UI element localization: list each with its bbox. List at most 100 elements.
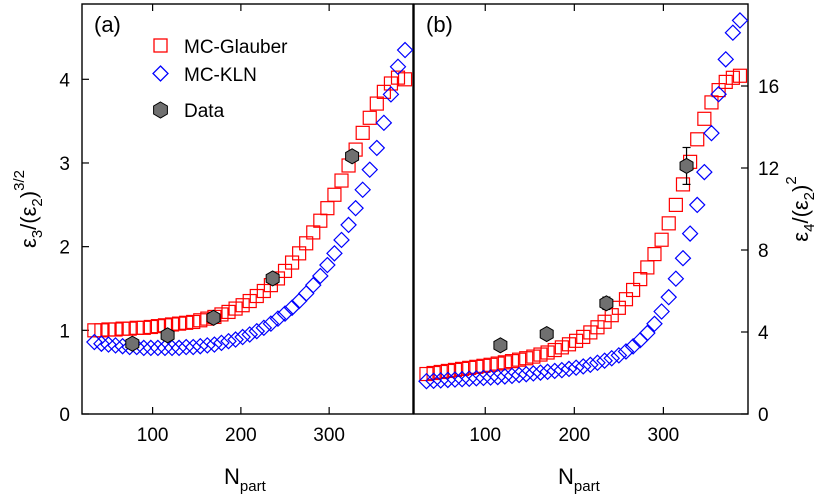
panel-b-mc-kln-point: [646, 315, 663, 333]
panel-a-xlabel-sub: part: [240, 478, 267, 495]
panel-b-mc-glauber-point: [483, 357, 498, 372]
panel-a-mc-kln-point: [86, 333, 103, 351]
panel-b-mc-glauber-point: [462, 360, 477, 375]
panel-b-mc-glauber-point: [732, 68, 748, 83]
panel-b-mc-glauber-point: [697, 111, 712, 126]
panel-b-ytick-label: 16: [758, 77, 779, 98]
panel-b-mc-glauber-point: [576, 329, 591, 345]
panel-a-mc-kln-point: [156, 339, 174, 357]
legend-marker-mc-glauber: [153, 38, 168, 53]
panel-b-mc-kln-point: [660, 288, 678, 306]
panel-b-data-point: [599, 295, 614, 312]
panel-b-mc-glauber-point: [440, 363, 455, 379]
panel-b-mc-kln-point: [460, 370, 478, 388]
panel-b-mc-kln-point: [446, 371, 464, 388]
panel-a-mc-glauber-point: [334, 173, 349, 188]
panel-a-mc-kln-point: [234, 328, 251, 346]
panel-b-mc-kln-point: [688, 196, 706, 214]
panel-b-mc-kln-point: [667, 270, 685, 288]
panel-a-marks: [86, 41, 414, 357]
panel-a-mc-kln-point: [198, 337, 216, 354]
panel-a-label: (a): [94, 12, 121, 37]
panel-a-mc-kln-point: [319, 256, 336, 274]
panel-a-ylabel: ε3/(ε2)3/2: [11, 170, 46, 248]
panel-b-mc-kln-point: [596, 352, 613, 370]
panel-a-xtick-label: 200: [225, 425, 257, 446]
panel-a-ytick-label: 3: [59, 154, 70, 175]
panel-b-mc-kln-point: [510, 366, 528, 384]
panel-a-mc-kln-point: [213, 334, 230, 352]
panel-b-mc-kln-point: [539, 363, 556, 381]
panel-b-mc-kln-point: [503, 367, 521, 385]
panel-b-mc-glauber-point: [490, 356, 505, 371]
panel-b-mc-kln-point: [425, 372, 442, 390]
panel-a-mc-kln-point: [375, 114, 393, 132]
panel-b-ylabel: ε4/(ε2)2: [783, 176, 818, 241]
panel-b-mc-glauber-point: [633, 272, 648, 287]
panel-b-mc-glauber-point: [647, 247, 662, 262]
panel-a-xlabel: Npart: [224, 464, 267, 495]
panel-a-mc-kln-point: [163, 339, 181, 357]
panel-b-frame: [413, 3, 749, 415]
panel-b-mc-kln-point: [418, 372, 435, 390]
legend-label-mc-glauber: MC-Glauber: [184, 37, 288, 58]
panel-b-mc-kln-point: [681, 225, 699, 242]
panel-a-mc-kln-point: [311, 267, 329, 285]
panel-b-mc-glauber-point: [718, 74, 733, 90]
panel-a-mc-kln-point: [340, 216, 357, 234]
panel-b-ylabel-p3: 2: [801, 192, 818, 200]
legend: MC-Glauber MC-KLN Data: [152, 37, 288, 122]
panel-a-mc-kln-point: [262, 315, 280, 332]
panel-b-mc-kln-point: [603, 349, 621, 367]
panel-a-ylabel-p4: ): [16, 191, 41, 198]
panel-b-mc-kln-point: [532, 364, 549, 381]
panel-a-mc-kln-point: [149, 339, 167, 357]
panel-b-mc-glauber-point: [526, 349, 541, 364]
panel-a-ytick-label: 2: [59, 238, 70, 259]
panel-a-mc-kln-point: [382, 86, 400, 103]
panel-a-mc-kln-point: [255, 319, 273, 337]
panel-b-mc-glauber-point: [554, 340, 569, 355]
panel-b-mc-glauber-point: [519, 351, 534, 366]
panel-a-mc-kln-point: [361, 161, 379, 179]
panel-b-xlabel: Npart: [558, 464, 601, 495]
panel-a-mc-kln-point: [396, 41, 414, 59]
panel-b-xtick-label: 300: [648, 425, 680, 446]
panel-a-data-point: [160, 327, 175, 344]
panel-b-xtick-label: 100: [469, 425, 501, 446]
panel-b-mc-glauber-point: [454, 361, 470, 376]
panel-a-xtick-label: 100: [137, 425, 169, 446]
panel-a-mc-kln-point: [283, 299, 301, 317]
panel-a-mc-kln-point: [220, 332, 237, 350]
panel-b-mc-kln-point: [674, 249, 692, 267]
legend-marker-mc-kln: [152, 65, 169, 82]
panel-b-mc-glauber-point: [511, 352, 527, 367]
panel-a-mc-kln-point: [333, 231, 350, 249]
panel-a-mc-glauber-point: [362, 110, 377, 125]
panel-a-ticks: 100 200 300 0 1 2 3 4: [59, 4, 345, 446]
panel-b-mc-kln-point: [525, 365, 542, 382]
panel-b-mc-kln-point: [724, 24, 742, 42]
panel-b-mc-glauber-point: [704, 95, 719, 110]
legend-marker-data: [153, 101, 168, 119]
panel-b-mc-kln-point: [582, 356, 599, 374]
panel-a-mc-kln-point: [93, 335, 110, 353]
panel-b-ylabel-p5: 2: [783, 176, 800, 184]
panel-a-mc-kln-point: [297, 285, 315, 302]
panel-b-mc-kln-point: [717, 51, 735, 68]
panel-a-data-point: [125, 335, 140, 352]
panel-b-ytick-label: 12: [758, 159, 779, 180]
panel-b-label: (b): [426, 12, 453, 37]
panel-b-mc-kln-point: [482, 369, 499, 386]
panel-b-xlabel-sub: part: [574, 478, 601, 495]
panel-a-data-point: [265, 270, 280, 287]
panel-a-data-point: [345, 148, 360, 165]
panel-a-mc-kln-point: [191, 337, 209, 355]
panel-b-mc-kln-point: [610, 347, 628, 364]
panel-b-xtick-label: 200: [558, 425, 590, 446]
panel-a-mc-glauber-point: [313, 213, 328, 228]
panel-b-mc-glauber-point: [640, 260, 655, 275]
panel-b-mc-kln-point: [467, 369, 485, 387]
panel-b-mc-kln-point: [567, 359, 585, 377]
